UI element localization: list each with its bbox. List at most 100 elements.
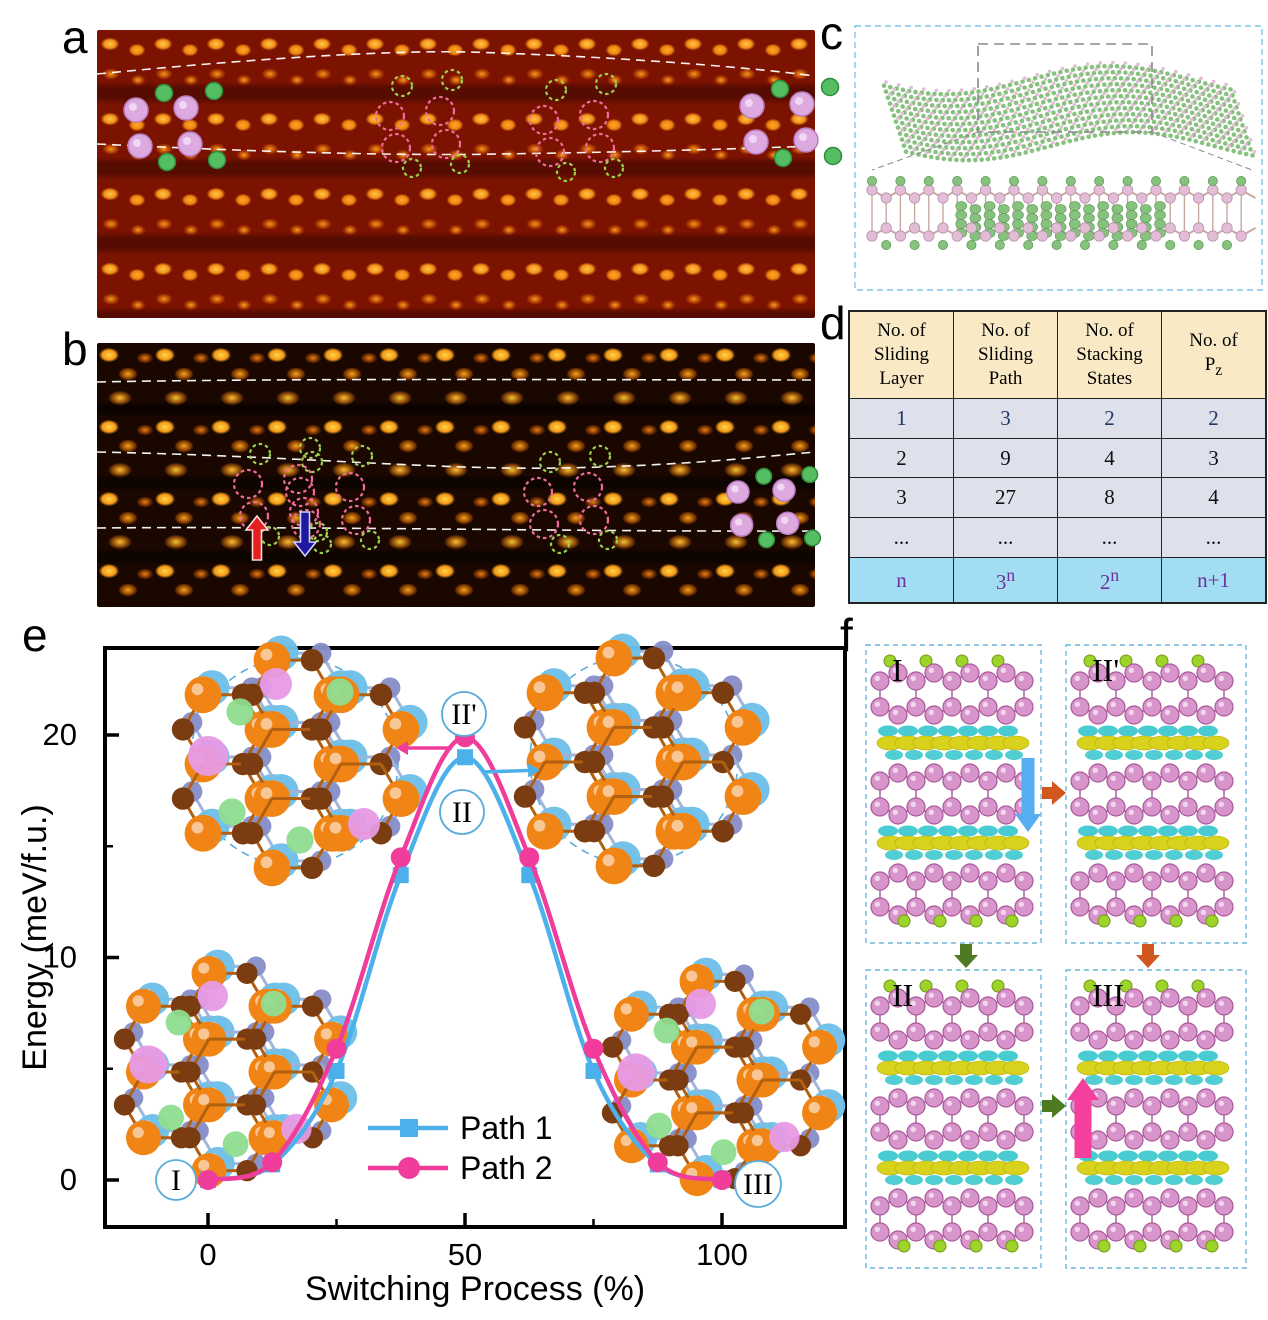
table-row: n 3n 2n n+1 bbox=[849, 556, 1266, 603]
arrow bbox=[1067, 1078, 1099, 1158]
data-point-square bbox=[200, 1172, 216, 1188]
stem-image-a bbox=[97, 30, 815, 318]
data-point-square bbox=[585, 1062, 602, 1079]
arrow bbox=[1042, 1094, 1066, 1118]
data-point-square bbox=[457, 749, 473, 766]
x-tick-label: 50 bbox=[448, 1237, 482, 1272]
y-tick-label: 20 bbox=[43, 717, 77, 752]
state-circle bbox=[734, 1160, 782, 1208]
legend-label: Path 2 bbox=[460, 1150, 553, 1186]
table-cell: ... bbox=[1057, 516, 1162, 558]
state-circle bbox=[439, 789, 485, 835]
table-header-col3: No. of Stacking States bbox=[1057, 311, 1162, 399]
side-view bbox=[866, 175, 1256, 250]
table-cell: ... bbox=[849, 516, 954, 558]
table-cell: 4 bbox=[1057, 437, 1162, 479]
panel-c bbox=[854, 25, 1263, 291]
f-box-label: II bbox=[892, 977, 913, 1013]
x-axis-title: Switching Process (%) bbox=[305, 1270, 645, 1308]
data-point-circle bbox=[519, 847, 540, 868]
panel-f-label: f bbox=[840, 609, 853, 661]
state-circle bbox=[155, 1159, 197, 1201]
data-point-circle bbox=[583, 1038, 604, 1059]
chart-legend: Path 1 Path 2 bbox=[368, 1110, 553, 1186]
table-cell: 27 bbox=[953, 477, 1058, 518]
f-box-label: I bbox=[892, 652, 903, 688]
f-box-border bbox=[1065, 969, 1247, 1269]
state-label: II' bbox=[451, 698, 476, 731]
molecule-inset bbox=[513, 633, 770, 885]
charge-density-box-II: II bbox=[865, 969, 1042, 1269]
charge-density-box-II': II' bbox=[1065, 644, 1247, 944]
table-cell: 3 bbox=[953, 398, 1058, 439]
panel-a-label: a bbox=[62, 11, 88, 63]
charge-density-box-III: III bbox=[1065, 969, 1247, 1269]
arrow bbox=[1015, 758, 1041, 832]
table-cell: n bbox=[849, 556, 954, 603]
arrow bbox=[481, 763, 540, 778]
f-box-border bbox=[865, 969, 1042, 1269]
table-cell: n+1 bbox=[1161, 556, 1266, 603]
table-header-col4: No. of Pz bbox=[1161, 311, 1266, 399]
f-box-label: II' bbox=[1092, 652, 1119, 688]
green-atom-marker bbox=[820, 77, 840, 97]
table-cell: 9 bbox=[953, 437, 1058, 479]
table-cell: 8 bbox=[1057, 477, 1162, 518]
legend-label: Path 1 bbox=[460, 1110, 553, 1146]
inset-circle-left bbox=[189, 657, 399, 867]
f-box-label: III bbox=[1092, 977, 1124, 1013]
table-cell: 2n bbox=[1057, 556, 1162, 603]
data-point-circle bbox=[390, 847, 411, 868]
panel-d-label: d bbox=[820, 297, 846, 349]
data-point-square bbox=[714, 1172, 730, 1188]
energy-chart: 0 50 100 0 10 20 Switching Process (%) Energy (… bbox=[16, 633, 847, 1308]
table-cell: 4 bbox=[1161, 477, 1266, 518]
legend-marker-circle bbox=[398, 1157, 420, 1179]
table-cell: 2 bbox=[1161, 398, 1266, 439]
series-2 bbox=[198, 727, 732, 1190]
table-cell: 3 bbox=[1161, 437, 1266, 479]
x-tick-label: 100 bbox=[696, 1237, 748, 1272]
data-point-circle bbox=[326, 1038, 347, 1059]
molecule-inset bbox=[171, 635, 428, 887]
data-point-circle bbox=[262, 1152, 283, 1173]
panel-f: I II'II III bbox=[865, 644, 1247, 1269]
table-header-col2: No. of Sliding Path bbox=[953, 311, 1058, 399]
data-point-square bbox=[392, 867, 409, 884]
state-label: III bbox=[743, 1168, 773, 1201]
y-axis-title: Energy (meV/f.u.) bbox=[16, 804, 54, 1070]
data-point-square bbox=[521, 867, 538, 884]
table-row: 3 27 8 4 bbox=[849, 477, 1266, 518]
table-cell: 2 bbox=[1057, 398, 1162, 439]
data-point-square bbox=[649, 1156, 666, 1173]
f-box-border bbox=[865, 644, 1042, 944]
charge-density-box-I: I bbox=[865, 644, 1042, 944]
data-point-circle bbox=[198, 1170, 218, 1190]
stem-image-b bbox=[97, 343, 815, 607]
data-point-circle bbox=[647, 1152, 668, 1173]
table-cell: 3 bbox=[849, 477, 954, 518]
green-atom-marker bbox=[823, 146, 843, 166]
panel-c-border bbox=[854, 25, 1263, 291]
table-row: ............ bbox=[849, 516, 1266, 558]
series-line-path-2 bbox=[207, 734, 723, 1183]
data-point-square bbox=[264, 1156, 281, 1173]
molecule-inset bbox=[113, 949, 358, 1189]
series-1 bbox=[200, 749, 730, 1188]
state-circle bbox=[441, 691, 487, 737]
arrow bbox=[396, 741, 452, 755]
panel-b-label: b bbox=[62, 323, 88, 375]
data-point-circle bbox=[455, 727, 475, 748]
table-cell: ... bbox=[1161, 516, 1266, 558]
panel-c-label: c bbox=[820, 7, 843, 59]
zoom-region-box bbox=[977, 43, 1153, 133]
table-cell: 2 bbox=[849, 437, 954, 479]
panel-e-label: e bbox=[22, 609, 48, 661]
state-label: I bbox=[171, 1164, 181, 1197]
series-line-path-1 bbox=[207, 755, 723, 1183]
legend-marker-square bbox=[400, 1119, 418, 1137]
table-cell: ... bbox=[953, 516, 1058, 558]
